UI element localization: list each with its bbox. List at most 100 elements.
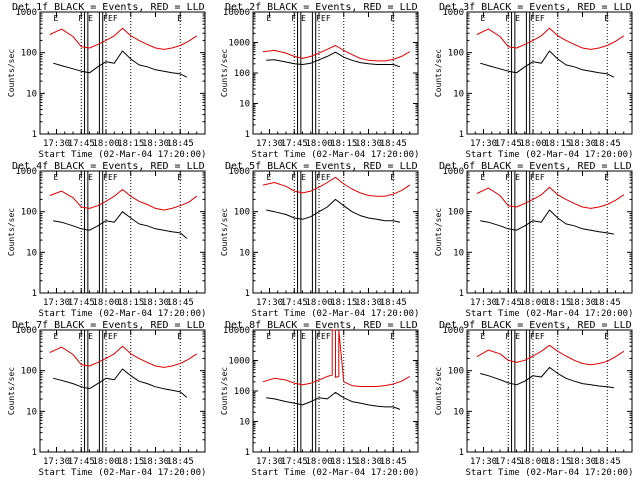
flag-label: F [291,173,296,182]
y-tick-label: 1 [459,130,464,140]
x-tick-label: 18:30 [142,457,169,467]
x-tick-label: 17:30 [43,457,70,467]
flag-label: E [108,332,113,341]
x-tick-label: 18:30 [142,139,169,149]
x-tick-label: 17:45 [68,457,95,467]
flag-label: F [103,173,108,182]
x-tick-label: 18:45 [380,298,407,308]
x-axis-label: Start Time (02-Mar-04 17:20:00) [252,468,420,478]
x-tick-label: 18:15 [330,457,357,467]
flag-label: E [604,173,609,182]
flag-label: F [316,332,321,341]
flag-label: E [604,332,609,341]
y-tick-label: 1 [32,448,37,458]
x-axis-label: Start Time (02-Mar-04 17:20:00) [39,150,207,160]
flag-label: F [505,173,510,182]
y-tick-label: 1000 [228,357,250,367]
y-tick-label: 1000 [15,167,37,177]
y-tick-label: 10 [26,407,37,417]
x-tick-label: 18:45 [594,139,621,149]
x-axis-label: Start Time (02-Mar-04 17:20:00) [39,468,207,478]
x-tick-label: 17:30 [43,139,70,149]
flag-label: E [267,14,272,23]
x-tick-label: 17:45 [68,298,95,308]
events-series-line [53,368,188,398]
x-tick-label: 17:45 [281,139,308,149]
panel-1: Det 1f BLACK = Events, RED = LLD 1 10 100 10… [7,2,206,160]
panel-5: Det 5f BLACK = Events, RED = LLD 1 10 100 10… [220,161,419,319]
events-series-line [266,51,401,68]
events-series-line [480,366,614,389]
y-tick-label: 1 [32,130,37,140]
x-tick-label: 18:00 [305,298,332,308]
x-tick-label: 17:45 [495,139,522,149]
y-tick-label: 10 [453,89,464,99]
y-tick-label: 100 [234,208,250,218]
flag-label: E [177,332,182,341]
flag-label: E [390,173,395,182]
flag-label: F [530,173,535,182]
flag-label: E [88,14,93,23]
y-axis-label: Counts/sec [434,367,443,415]
x-tick-label: 18:15 [544,457,571,467]
flag-label: E [321,332,326,341]
x-tick-label: 17:30 [256,298,283,308]
flag-label: F [113,332,118,341]
flag-label: F [530,332,535,341]
x-tick-label: 18:00 [519,457,546,467]
flag-label: F [540,332,545,341]
x-tick-label: 18:15 [544,298,571,308]
x-tick-label: 18:30 [355,457,382,467]
flag-label: E [88,173,93,182]
panel-title: Det 8f BLACK = Events, RED = LLD [225,320,418,331]
y-tick-label: 100 [448,208,464,218]
flag-label: E [108,173,113,182]
y-tick-label: 1000 [442,167,464,177]
flag-label: E [88,332,93,341]
flag-label: F [291,332,296,341]
y-tick-label: 100 [234,69,250,79]
lld-series-line [476,27,625,50]
y-tick-label: 1 [245,130,250,140]
lld-series-line [476,186,625,209]
flag-label: F [326,332,331,341]
flag-label: E [515,14,520,23]
flag-label: F [78,14,83,23]
x-tick-label: 18:30 [142,298,169,308]
x-tick-label: 18:00 [519,139,546,149]
panel-title: Det 1f BLACK = Events, RED = LLD [12,2,205,13]
x-axis-label: Start Time (02-Mar-04 17:20:00) [252,150,420,160]
panel-4: Det 4f BLACK = Events, RED = LLD 1 10 100 10… [7,161,206,319]
flag-label: F [78,332,83,341]
y-tick-label: 1 [245,448,250,458]
y-tick-label: 10 [239,418,250,428]
flag-label: E [481,173,486,182]
x-tick-label: 18:00 [305,139,332,149]
x-axis-label: Start Time (02-Mar-04 17:20:00) [466,309,634,319]
x-tick-label: 18:45 [380,139,407,149]
events-series-line [53,211,188,239]
events-series-line [53,50,188,78]
x-tick-label: 17:45 [281,457,308,467]
panel-3: Det 3f BLACK = Events, RED = LLD 1 10 100 10… [434,2,633,160]
lld-series-line [49,27,198,50]
y-tick-label: 10000 [223,8,250,18]
panel-2: Det 2f BLACK = Events, RED = LLD 1 10 100 10… [220,2,419,160]
flag-label: F [540,173,545,182]
y-tick-label: 1 [459,289,464,299]
flag-label: E [301,332,306,341]
y-tick-label: 100 [21,208,37,218]
lld-series-line [262,45,411,62]
x-tick-label: 18:00 [305,457,332,467]
x-tick-label: 17:30 [256,139,283,149]
flag-label: E [54,14,59,23]
flag-label: E [108,14,113,23]
lld-series-line [476,344,625,366]
x-tick-label: 18:45 [380,457,407,467]
y-axis-label: Counts/sec [7,208,16,256]
y-tick-label: 1000 [228,167,250,177]
x-tick-label: 18:30 [569,298,596,308]
flag-label: E [515,173,520,182]
flag-label: F [316,14,321,23]
